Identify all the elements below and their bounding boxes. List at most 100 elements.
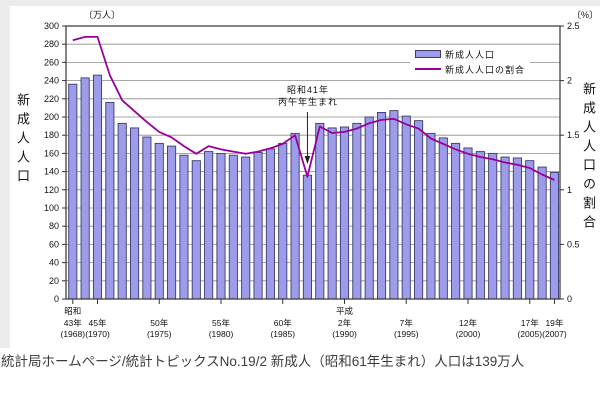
x-era-1990: 平成 [336, 306, 354, 316]
x-tick-western-1975: (1975) [147, 329, 172, 339]
x-tick-western-1985: (1985) [270, 329, 295, 339]
bar-1996 [414, 120, 424, 300]
x-axis-labels: 昭和 43年(1968)45年(1970) 50年(1975) 55年(1980) 60… [61, 299, 567, 339]
legend-item-population: 新成人人口 [415, 48, 525, 60]
bar-1968 [68, 83, 78, 300]
bar-1984 [265, 148, 275, 300]
bar-1989 [327, 127, 337, 300]
bar-1999 [451, 142, 461, 300]
bar-1977 [179, 154, 189, 300]
svg-text:2.5: 2.5 [567, 21, 580, 31]
annotation-arrow-icon [304, 112, 311, 164]
bar-2000 [463, 147, 473, 300]
bar-1998 [438, 137, 448, 300]
bar-2006 [537, 166, 547, 300]
bar-1997 [426, 132, 436, 300]
bar-1986 [290, 132, 300, 300]
x-tick-western-1968: (1968) [61, 329, 86, 339]
source-caption: 統計局ホームページ/統計トピックスNo.19/2 新成人（昭和61年生まれ）人口… [1, 354, 525, 369]
bar-1985 [278, 142, 288, 300]
svg-text:20: 20 [49, 276, 59, 286]
x-tick-western-1970: (1970) [85, 329, 110, 339]
x-tick-label-1990: 2年 [338, 318, 352, 328]
bar-2003 [500, 156, 510, 300]
ratio-polyline [72, 36, 555, 181]
bar-1978 [191, 160, 201, 300]
x-tick-label-1995: 7年 [400, 318, 414, 328]
left-axis-unit: 〔万人〕 [84, 10, 121, 20]
svg-text:220: 220 [44, 94, 59, 104]
x-era-1968: 昭和 [64, 306, 81, 316]
bar-1987 [302, 174, 312, 300]
bar-1972 [117, 122, 127, 300]
svg-text:280: 280 [44, 39, 59, 49]
bar-1974 [142, 136, 152, 300]
y-axis-right-title: 新成人人口の割合 [581, 82, 596, 234]
svg-text:1: 1 [567, 185, 572, 195]
svg-text:240: 240 [44, 76, 59, 86]
bar-1991 [352, 122, 362, 300]
legend: 新成人人口 新成人人口の割合 [410, 46, 531, 77]
svg-text:300: 300 [44, 21, 59, 31]
x-tick-western-1980: (1980) [209, 329, 234, 339]
page-gutter-left [0, 0, 10, 348]
bar-1973 [129, 127, 140, 300]
x-tick-label-2007: 19年 [545, 318, 563, 328]
bar-1975 [154, 142, 164, 300]
bar-2001 [475, 151, 485, 300]
x-tick-western-1990: (1990) [332, 329, 357, 339]
x-tick-western-1995: (1995) [394, 329, 419, 339]
bar-1971 [105, 101, 115, 300]
svg-text:0: 0 [567, 294, 572, 304]
bar-1994 [389, 110, 399, 300]
svg-text:0: 0 [54, 294, 59, 304]
bar-2004 [512, 157, 522, 300]
line-swatch-icon [415, 68, 441, 70]
svg-text:180: 180 [44, 130, 59, 140]
svg-text:160: 160 [44, 148, 59, 158]
bar-2002 [488, 152, 498, 300]
annotation-line2: 丙午年生まれ [277, 96, 338, 107]
x-tick-label-1985: 60年 [274, 318, 292, 328]
svg-text:2: 2 [567, 76, 572, 86]
page-gutter-top [0, 0, 600, 6]
svg-text:260: 260 [44, 57, 59, 67]
bar-1980 [216, 152, 226, 300]
svg-text:80: 80 [49, 221, 59, 231]
x-tick-label-2005: 17年 [521, 318, 539, 328]
svg-text:40: 40 [49, 258, 59, 268]
plot-canvas: 0204060801001201401601802002202402602803… [44, 21, 580, 339]
legend-item-ratio: 新成人人口の割合 [415, 63, 525, 75]
legend-label: 新成人人口 [445, 49, 496, 60]
svg-text:100: 100 [44, 203, 59, 213]
bar-1995 [401, 115, 411, 300]
bar-1990 [339, 126, 350, 300]
right-axis-unit: 〔%〕 [572, 10, 599, 20]
bars-series [68, 74, 559, 300]
bar-2005 [525, 160, 535, 300]
x-tick-western-2007: (2007) [542, 329, 567, 339]
svg-text:140: 140 [44, 167, 59, 177]
legend-label: 新成人人口の割合 [445, 64, 526, 75]
y-axis-left-title: 新成人人口 [15, 93, 30, 188]
x-tick-label-1975: 50年 [150, 318, 168, 328]
svg-text:120: 120 [44, 185, 59, 195]
x-tick-label-2000: 12年 [459, 318, 477, 328]
bar-swatch-icon [415, 50, 441, 58]
annotation-hinoeuma: 昭和41年 丙午年生まれ [252, 85, 364, 108]
svg-text:60: 60 [49, 239, 59, 249]
x-tick-western-2000: (2000) [456, 329, 481, 339]
ratio-line [72, 36, 555, 181]
right-axis-labels: 0 0.5 1 1.5 2 2.5 [560, 21, 580, 304]
svg-text:0.5: 0.5 [567, 239, 580, 249]
bar-1988 [315, 122, 325, 300]
population-chart: 0 20 40 60 80 100 120 140 160 180 200 220 240 260 280 3… [15, 10, 599, 339]
bar-1993 [376, 111, 387, 300]
x-tick-label-1970: 45年 [89, 318, 107, 328]
x-tick-western-2005: (2005) [517, 329, 542, 339]
bar-1969 [80, 77, 90, 300]
bar-1981 [228, 154, 238, 300]
x-tick-label-1968: 43年 [64, 318, 82, 328]
bar-1979 [204, 151, 214, 300]
left-axis-labels: 0 20 40 60 80 100 120 140 160 180 200 220 240 260 280 3… [44, 21, 66, 304]
